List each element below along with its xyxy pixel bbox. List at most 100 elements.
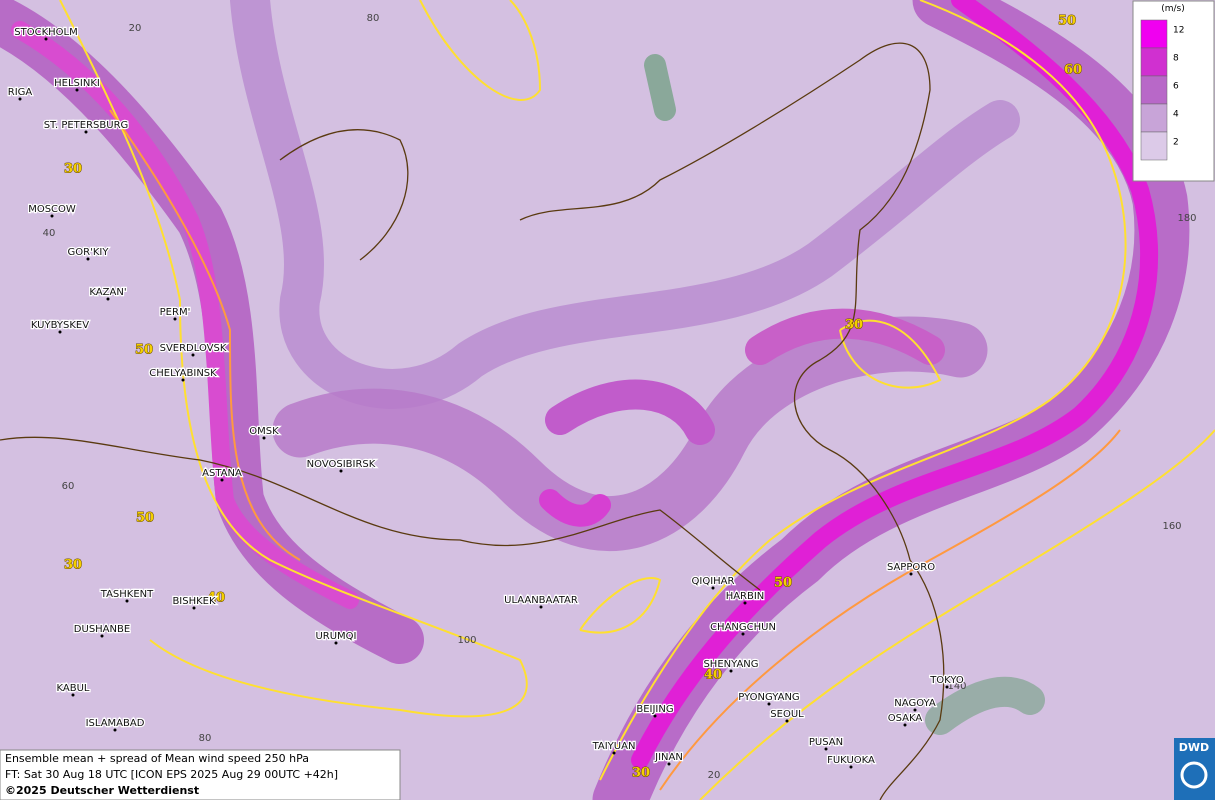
city-dot bbox=[539, 605, 543, 609]
city-label: CHANGCHUN bbox=[710, 622, 776, 633]
contour-label: 60 bbox=[1064, 63, 1082, 78]
city-dot bbox=[653, 714, 657, 718]
city-dot bbox=[75, 88, 79, 92]
graticule-label: 160 bbox=[1162, 521, 1181, 532]
city-label: OSAKA bbox=[888, 713, 923, 724]
contour-label: 30 bbox=[632, 766, 650, 781]
city-dot bbox=[339, 469, 343, 473]
legend-tick: 12 bbox=[1173, 26, 1184, 36]
city-label: ST. PETERSBURG bbox=[44, 120, 129, 131]
legend-unit: (m/s) bbox=[1161, 4, 1185, 14]
city-dot bbox=[106, 297, 110, 301]
city-dot bbox=[903, 723, 907, 727]
graticule-label: 180 bbox=[1177, 213, 1196, 224]
logo-icon bbox=[1180, 761, 1208, 789]
city-label: ASTANA bbox=[202, 468, 242, 479]
contour-label: 30 bbox=[64, 162, 82, 177]
legend-swatch bbox=[1140, 75, 1168, 105]
graticule-label: 20 bbox=[129, 23, 142, 34]
legend-swatch bbox=[1140, 103, 1168, 133]
city-label: BISHKEK bbox=[172, 596, 216, 607]
city-dot bbox=[767, 702, 771, 706]
graticule-labels: 20 80 40 60 100 80 20 160 180 140 bbox=[43, 13, 1197, 781]
city-label: NAGOYA bbox=[894, 698, 936, 709]
city-dot bbox=[785, 719, 789, 723]
city-dot bbox=[913, 708, 917, 712]
city-dot bbox=[192, 606, 196, 610]
city-dot bbox=[945, 685, 949, 689]
city-label: KABUL bbox=[57, 683, 90, 694]
city-label: URUMQI bbox=[315, 631, 356, 642]
city-label: SEOUL bbox=[770, 709, 804, 720]
city-label: PERM' bbox=[160, 307, 191, 318]
city-label: NOVOSIBIRSK bbox=[307, 459, 376, 470]
legend-swatch bbox=[1140, 47, 1168, 77]
city-dot bbox=[44, 37, 48, 41]
city-label: ISLAMABAD bbox=[86, 718, 145, 729]
legend-tick: 8 bbox=[1173, 54, 1179, 64]
city-label: PUSAN bbox=[809, 737, 843, 748]
contour-label: 50 bbox=[774, 576, 792, 591]
city-label: SHENYANG bbox=[703, 659, 758, 670]
city-dot bbox=[729, 669, 733, 673]
city-dot bbox=[909, 572, 913, 576]
city-labels: STOCKHOLM HELSINKI RIGA ST. PETERSBURG MOSCO… bbox=[7, 26, 965, 769]
city-dot bbox=[58, 330, 62, 334]
caption-box bbox=[0, 749, 401, 800]
caption-line: Ensemble mean + spread of Mean wind spee… bbox=[5, 752, 309, 765]
city-label: PYONGYANG bbox=[738, 692, 799, 703]
city-dot bbox=[849, 765, 853, 769]
city-label: ULAANBAATAR bbox=[504, 595, 578, 606]
legend-tick: 4 bbox=[1173, 110, 1179, 120]
city-label: BEIJING bbox=[636, 704, 673, 715]
city-dot bbox=[173, 317, 177, 321]
city-label: TASHKENT bbox=[100, 589, 154, 600]
city-label: MOSCOW bbox=[28, 204, 76, 215]
city-label: STOCKHOLM bbox=[14, 27, 77, 38]
city-dot bbox=[181, 378, 185, 382]
city-label: FUKUOKA bbox=[827, 755, 875, 766]
city-dot bbox=[86, 257, 90, 261]
contour-label: 40 bbox=[207, 591, 225, 606]
graticule-label: 60 bbox=[62, 481, 75, 492]
city-dot bbox=[100, 634, 104, 638]
city-dot bbox=[71, 693, 75, 697]
logo-box bbox=[1174, 738, 1215, 800]
logo: DWD bbox=[1174, 738, 1215, 800]
contour-label: 30 bbox=[64, 558, 82, 573]
contour-label: 50 bbox=[1058, 14, 1076, 29]
contour-label: 50 bbox=[136, 511, 154, 526]
city-label: TAIYUAN bbox=[592, 741, 636, 752]
coastlines bbox=[0, 42, 945, 800]
city-label: DUSHANBE bbox=[74, 624, 130, 635]
graticule-label: 80 bbox=[367, 13, 380, 24]
legend-tick: 2 bbox=[1173, 138, 1179, 148]
legend: (m/s) 12 8 6 4 2 bbox=[1132, 0, 1215, 182]
contour-label: 40 bbox=[704, 668, 722, 683]
city-label: QIQIHAR bbox=[692, 576, 735, 587]
caption: Ensemble mean + spread of Mean wind spee… bbox=[0, 749, 401, 800]
contour-label: 50 bbox=[135, 343, 153, 358]
city-label: CHELYABINSK bbox=[149, 368, 217, 379]
graticule-label: 40 bbox=[43, 228, 56, 239]
contour-labels: 30 50 50 30 40 30 50 40 30 50 60 bbox=[63, 13, 1082, 781]
city-label: GOR'KIY bbox=[68, 247, 110, 258]
city-dot bbox=[220, 478, 224, 482]
city-dot bbox=[84, 130, 88, 134]
city-label: KAZAN' bbox=[89, 287, 126, 298]
city-label: SAPPORO bbox=[887, 562, 935, 573]
city-dot bbox=[824, 747, 828, 751]
city-dot bbox=[612, 751, 616, 755]
city-dot bbox=[262, 436, 266, 440]
legend-swatch bbox=[1140, 131, 1168, 161]
city-dot bbox=[50, 214, 54, 218]
graticule-label: 80 bbox=[199, 733, 212, 744]
city-label: OMSK bbox=[249, 426, 279, 437]
legend-swatch bbox=[1140, 19, 1168, 49]
city-dot bbox=[711, 586, 715, 590]
city-dot bbox=[191, 353, 195, 357]
logo-text: DWD bbox=[1179, 741, 1209, 754]
city-dot bbox=[125, 599, 129, 603]
city-label: SVERDLOVSK bbox=[160, 343, 227, 354]
